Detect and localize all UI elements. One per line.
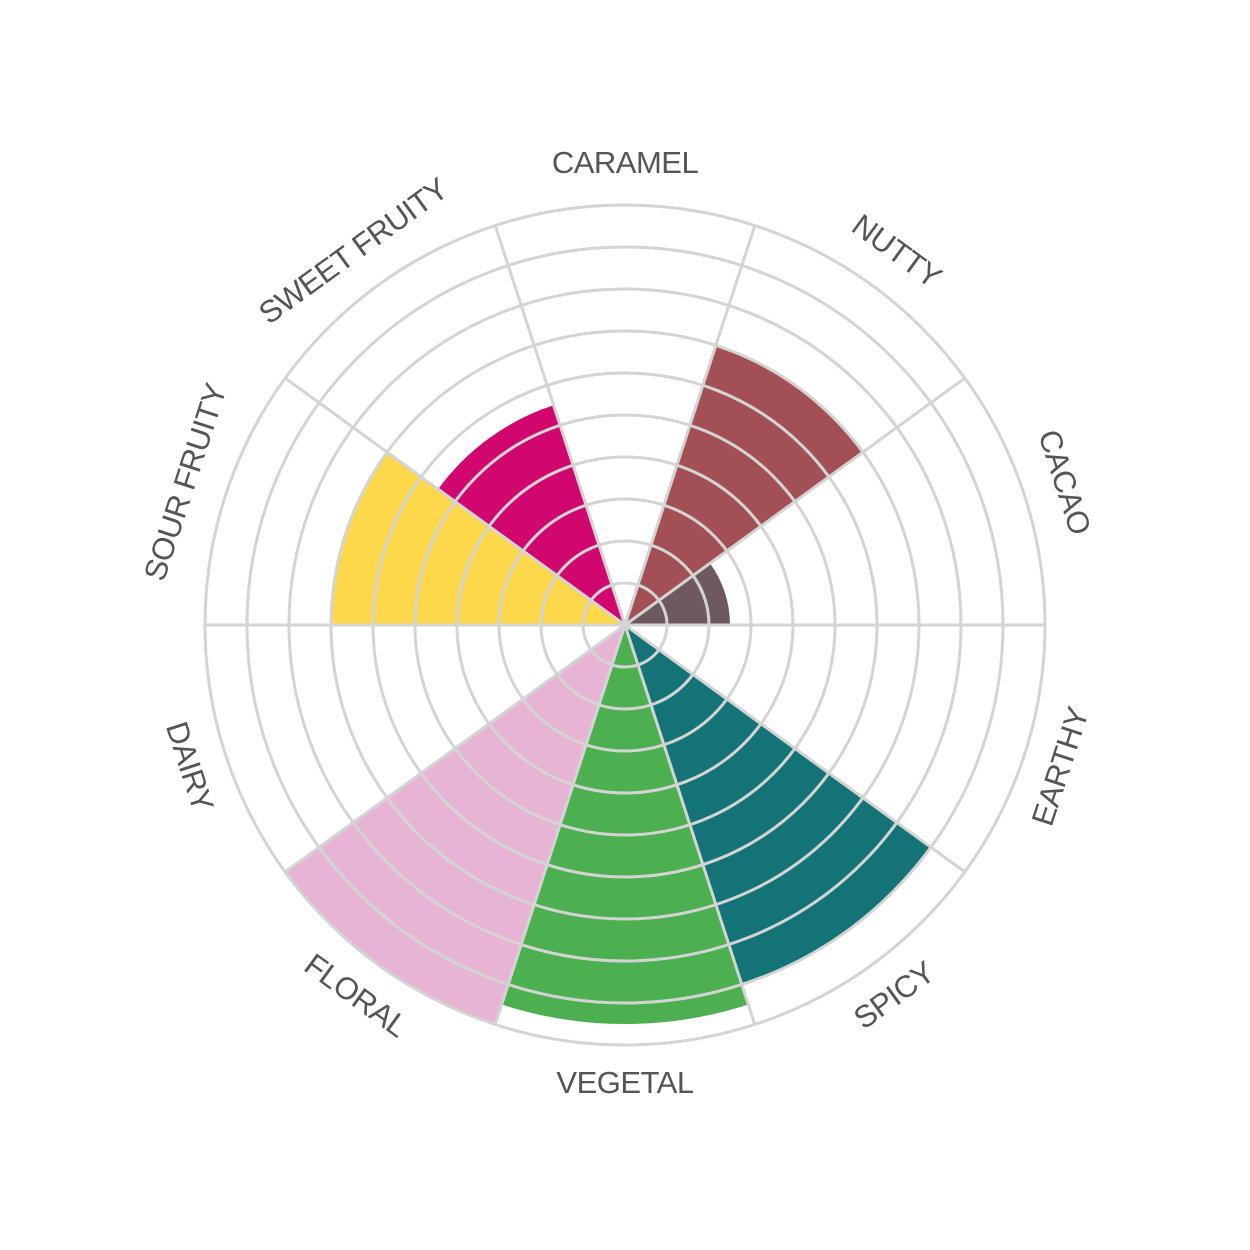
spoke	[284, 376, 626, 627]
spoke	[624, 376, 966, 627]
category-label: NUTTY	[846, 207, 948, 295]
spoke	[493, 225, 627, 626]
sector	[501, 625, 749, 1024]
sector	[625, 625, 931, 985]
category-label: VEGETAL	[556, 1065, 693, 1100]
category-label: DAIRY	[159, 717, 221, 815]
sector	[625, 563, 730, 625]
sector	[438, 405, 625, 625]
category-label: EARTHY	[1025, 703, 1096, 830]
sector	[625, 345, 863, 625]
sector	[285, 625, 625, 1025]
spoke	[623, 225, 757, 626]
category-label: CARAMEL	[552, 145, 699, 180]
category-label: SOUR FRUITY	[137, 379, 234, 584]
spoke	[624, 623, 966, 874]
spoke	[493, 624, 627, 1025]
category-label: CACAO	[1031, 425, 1098, 538]
spoke	[623, 624, 757, 1025]
spoke	[284, 623, 626, 874]
category-label: SWEET FRUITY	[252, 171, 454, 331]
category-label: SPICY	[847, 955, 941, 1037]
